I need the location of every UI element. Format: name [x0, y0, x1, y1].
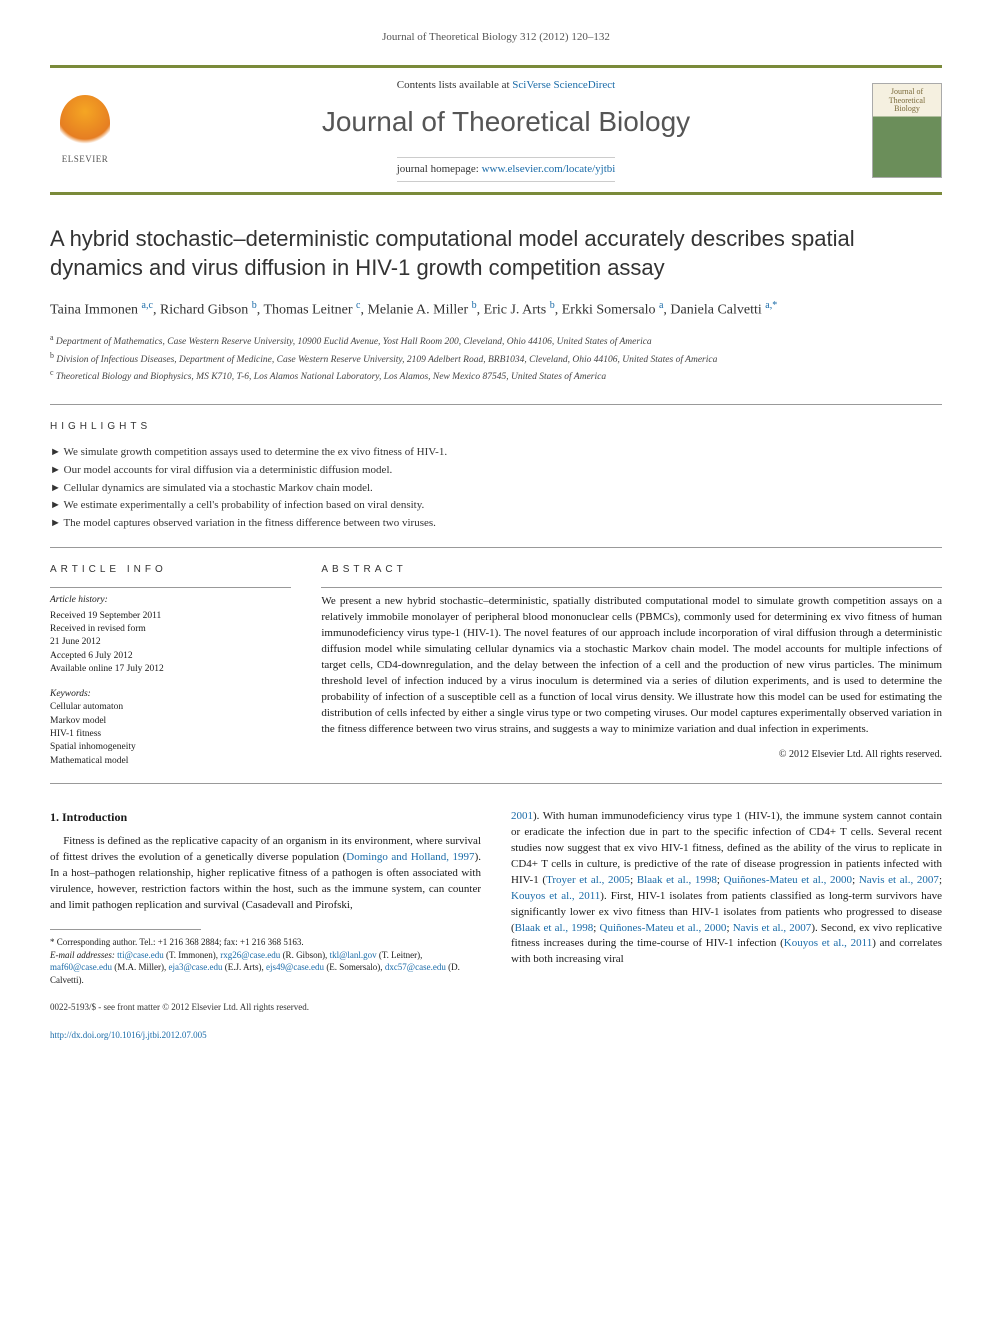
homepage-prefix: journal homepage:: [397, 163, 482, 175]
highlights-list: We simulate growth competition assays us…: [50, 444, 942, 532]
corresponding-author: * Corresponding author. Tel.: +1 216 368…: [50, 936, 481, 949]
footer-doi-line: http://dx.doi.org/10.1016/j.jtbi.2012.07…: [50, 1029, 481, 1042]
keywords-block: Keywords: Cellular automatonMarkov model…: [50, 688, 291, 768]
abstract-column: ABSTRACT We present a new hybrid stochas…: [321, 563, 942, 768]
body-right-column: 2001). With human immunodeficiency virus…: [511, 809, 942, 1042]
article-history-label: Article history:: [50, 594, 291, 607]
divider: [50, 783, 942, 784]
article-history-lines: Received 19 September 2011Received in re…: [50, 610, 291, 676]
intro-heading: 1. Introduction: [50, 809, 481, 826]
divider: [321, 587, 942, 588]
keywords-lines: Cellular automatonMarkov modelHIV-1 fitn…: [50, 701, 291, 767]
divider: [50, 404, 942, 405]
banner-center: Contents lists available at SciVerse Sci…: [140, 78, 872, 182]
article-history: Article history: Received 19 September 2…: [50, 594, 291, 676]
journal-name: Journal of Theoretical Biology: [140, 102, 872, 141]
body-columns: 1. Introduction Fitness is defined as th…: [50, 809, 942, 1042]
running-head: Journal of Theoretical Biology 312 (2012…: [50, 30, 942, 45]
authors-line: Taina Immonen a,c, Richard Gibson b, Tho…: [50, 298, 942, 321]
intro-paragraph-left: Fitness is defined as the replicative ca…: [50, 834, 481, 914]
info-abstract-row: ARTICLE INFO Article history: Received 1…: [50, 563, 942, 768]
elsevier-logo: ELSEVIER: [50, 90, 120, 170]
article-info-label: ARTICLE INFO: [50, 563, 291, 577]
contents-prefix: Contents lists available at: [397, 79, 512, 91]
footer-issn-line: 0022-5193/$ - see front matter © 2012 El…: [50, 1001, 481, 1014]
homepage-line: journal homepage: www.elsevier.com/locat…: [397, 157, 616, 182]
cover-line3: Biology: [873, 105, 941, 114]
affiliations: a Department of Mathematics, Case Wester…: [50, 332, 942, 384]
elsevier-tree-icon: [60, 95, 110, 150]
homepage-link[interactable]: www.elsevier.com/locate/yjtbi: [482, 163, 616, 175]
doi-link[interactable]: http://dx.doi.org/10.1016/j.jtbi.2012.07…: [50, 1030, 207, 1040]
article-info-column: ARTICLE INFO Article history: Received 1…: [50, 563, 291, 768]
article-title: A hybrid stochastic–deterministic comput…: [50, 225, 942, 282]
keywords-label: Keywords:: [50, 688, 291, 701]
scidirect-link[interactable]: SciVerse ScienceDirect: [512, 79, 615, 91]
journal-cover-thumbnail: Journal of Theoretical Biology: [872, 83, 942, 178]
intro-paragraph-right: 2001). With human immunodeficiency virus…: [511, 809, 942, 968]
emails-label: E-mail addresses:: [50, 950, 117, 960]
journal-banner: ELSEVIER Contents lists available at Sci…: [50, 65, 942, 195]
body-left-column: 1. Introduction Fitness is defined as th…: [50, 809, 481, 1042]
email-addresses: E-mail addresses: tti@case.edu (T. Immon…: [50, 949, 481, 987]
divider: [50, 547, 942, 548]
divider: [50, 587, 291, 588]
footnote-divider: [50, 929, 201, 930]
footnotes: * Corresponding author. Tel.: +1 216 368…: [50, 936, 481, 986]
elsevier-label: ELSEVIER: [62, 153, 109, 166]
abstract-copyright: © 2012 Elsevier Ltd. All rights reserved…: [321, 748, 942, 762]
abstract-text: We present a new hybrid stochastic–deter…: [321, 594, 942, 737]
highlights-label: HIGHLIGHTS: [50, 420, 942, 434]
contents-available-line: Contents lists available at SciVerse Sci…: [140, 78, 872, 93]
abstract-label: ABSTRACT: [321, 563, 942, 577]
